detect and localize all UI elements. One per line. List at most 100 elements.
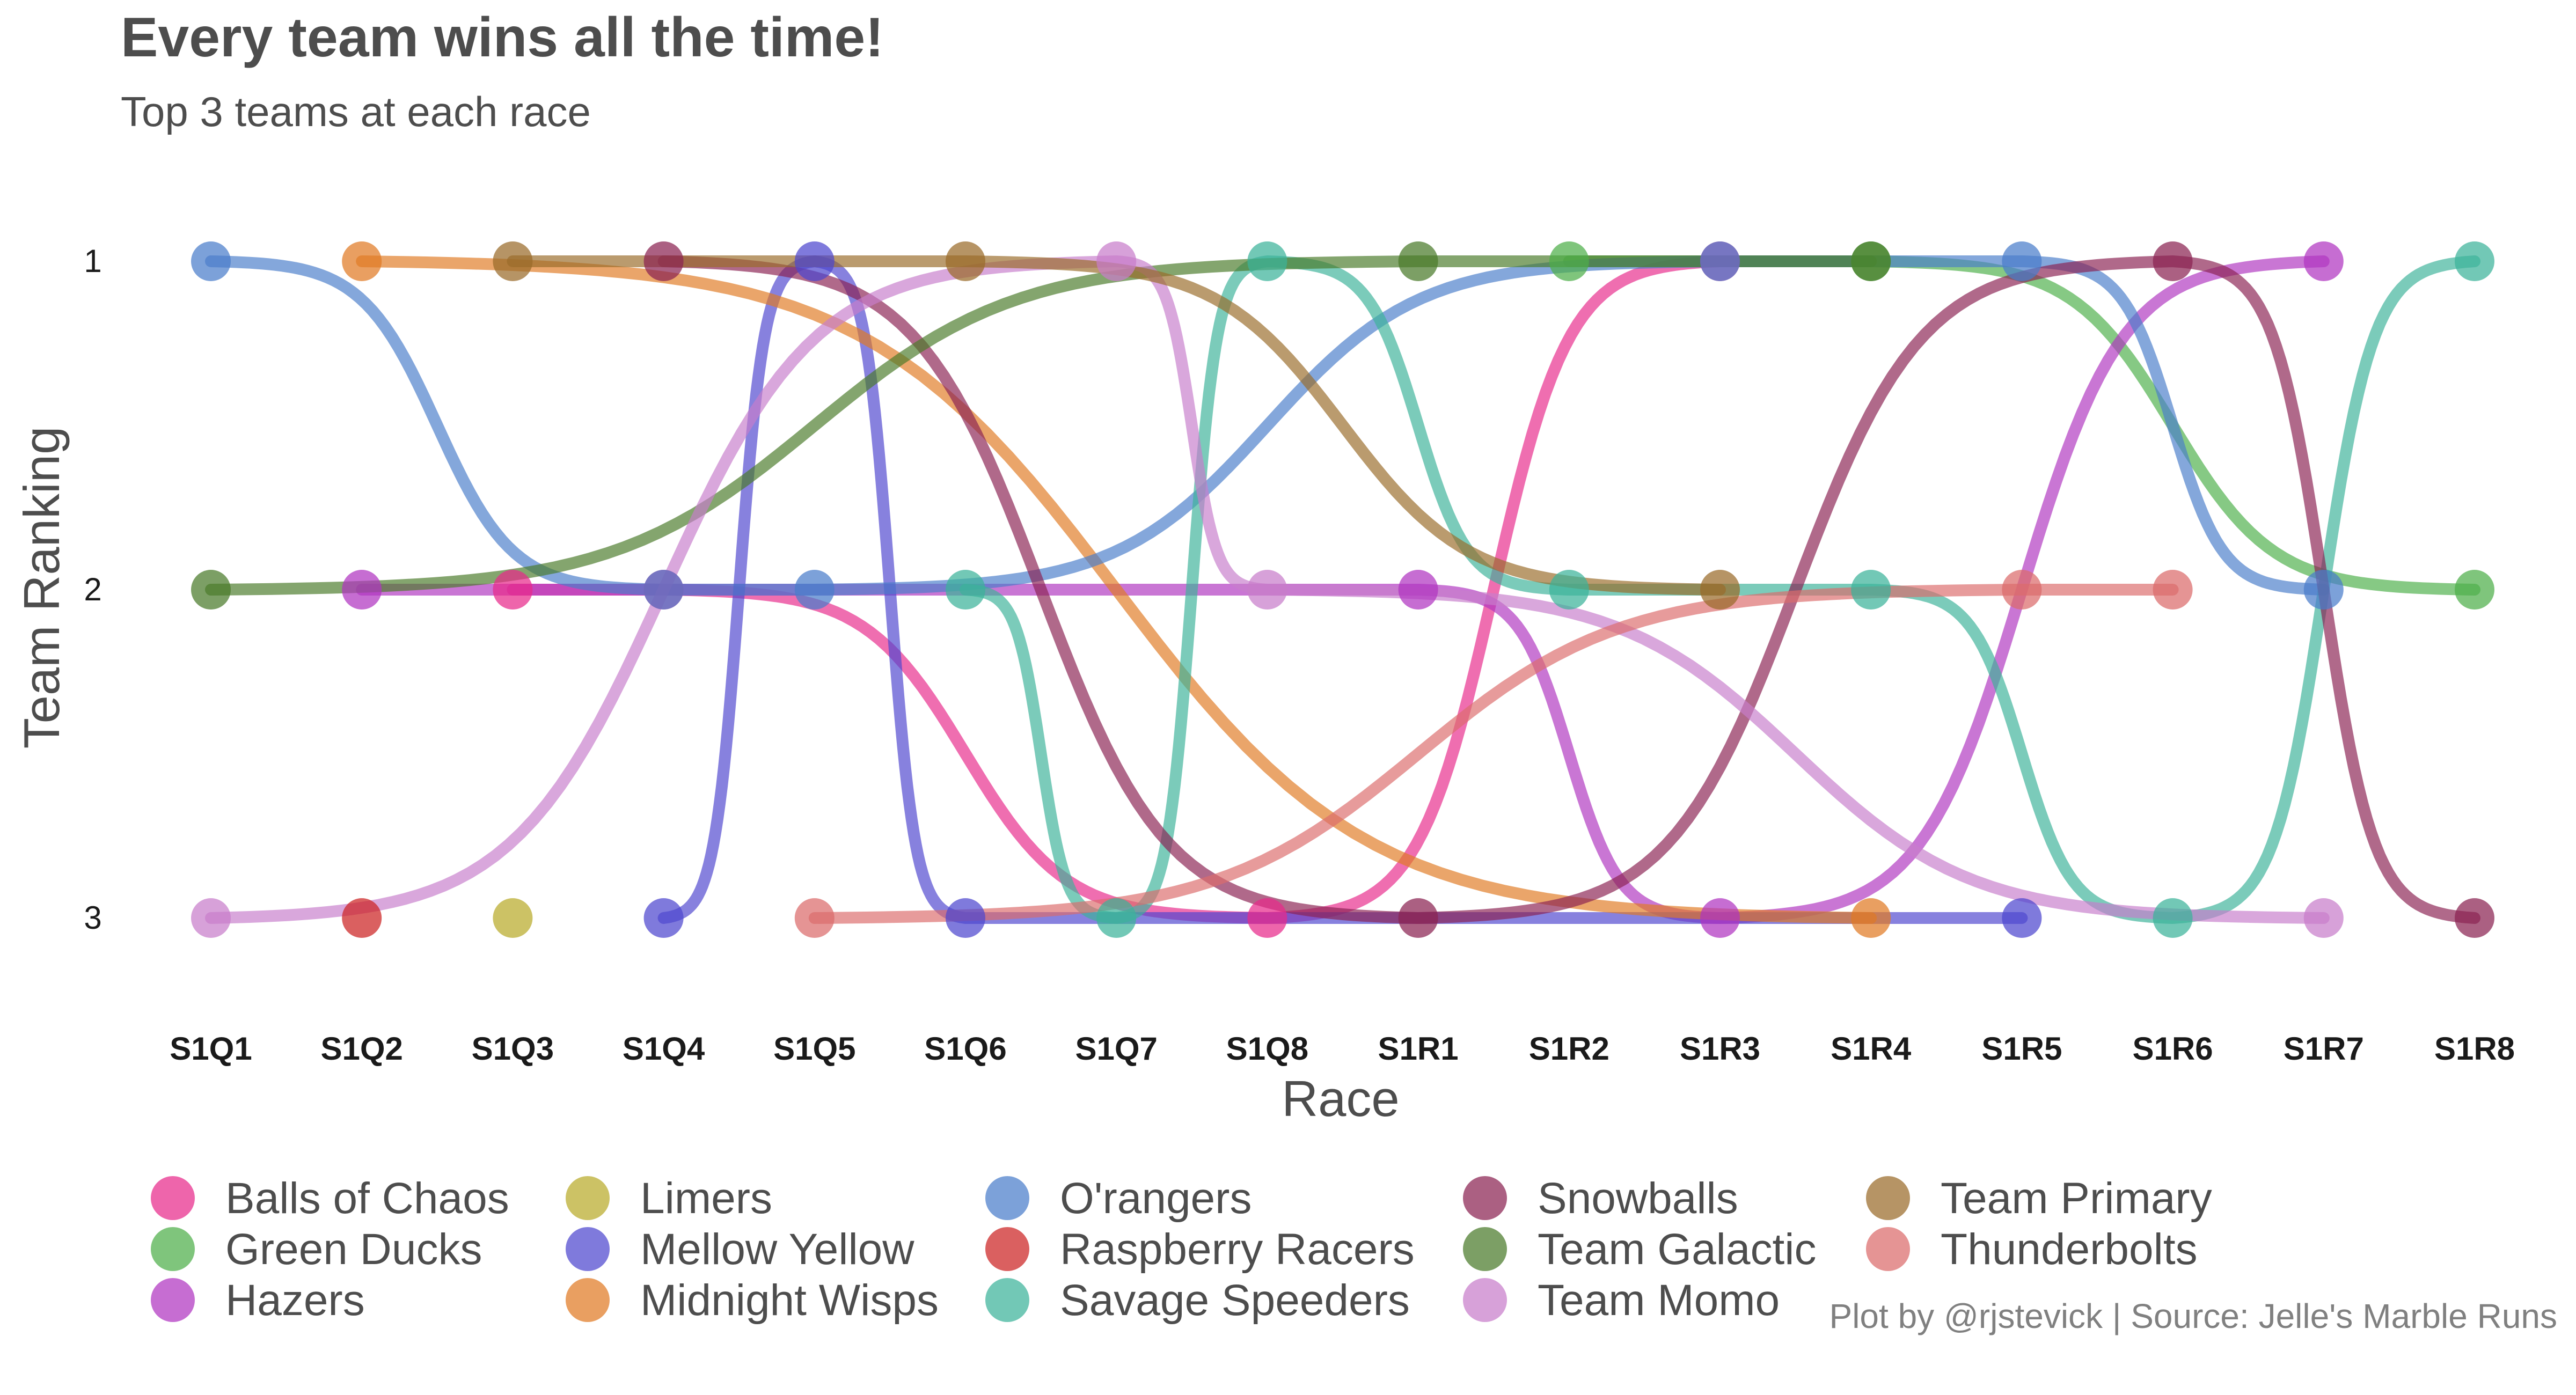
- legend-key: [1866, 1227, 1910, 1271]
- x-axis-ticks: S1Q1 S1Q2 S1Q3 S1Q4 S1Q5 S1Q6 S1Q7 S1Q8 S1R1 S1R2…: [170, 1031, 2515, 1067]
- legend-item-hazers: Hazers: [151, 1276, 365, 1325]
- data-point-team-momo-s1q7: [1096, 241, 1137, 281]
- legend-key: [1463, 1278, 1507, 1322]
- legend-key: [566, 1227, 610, 1271]
- legend-label: Limers: [640, 1174, 772, 1223]
- x-tick-label: S1R5: [1981, 1031, 2062, 1067]
- x-tick-label: S1R1: [1378, 1031, 1459, 1067]
- legend-key: [985, 1227, 1029, 1271]
- data-point-thunderbolts-s1r6: [2153, 570, 2193, 610]
- x-tick-label: S1Q8: [1226, 1031, 1308, 1067]
- legend-item-limers: Limers: [566, 1174, 772, 1223]
- data-point-o-rangers-s1r5: [2002, 241, 2042, 281]
- data-point-mellow-yellow-s1q5: [794, 241, 835, 281]
- legend-label: Team Momo: [1538, 1276, 1780, 1325]
- x-tick-label: S1Q4: [623, 1031, 705, 1067]
- data-point-raspberry-racers-s1q2: [342, 898, 382, 938]
- legend-key: [1463, 1227, 1507, 1271]
- data-point-savage-speeders-s1r2: [1549, 570, 1589, 610]
- chart-title: Every team wins all the time!: [121, 6, 884, 69]
- data-point-o-rangers-s1r7: [2303, 570, 2344, 610]
- x-tick-label: S1R8: [2434, 1031, 2515, 1067]
- legend-item-raspberry-racers: Raspberry Racers: [985, 1225, 1415, 1274]
- legend-label: Savage Speeders: [1060, 1276, 1410, 1325]
- x-axis-title: Race: [1282, 1070, 1399, 1127]
- data-point-hazers-s1r1: [1398, 570, 1438, 610]
- x-tick-label: S1Q2: [320, 1031, 402, 1067]
- legend-key: [1866, 1176, 1910, 1220]
- legend-label: Balls of Chaos: [225, 1174, 509, 1223]
- legend-label: Team Primary: [1941, 1174, 2212, 1223]
- series-lines: [205, 255, 2480, 924]
- legend-key: [151, 1278, 195, 1322]
- legend-item-team-momo: Team Momo: [1463, 1276, 1780, 1325]
- x-tick-label: S1R2: [1529, 1031, 1609, 1067]
- legend-item-snowballs: Snowballs: [1463, 1174, 1738, 1223]
- legend-item-balls-of-chaos: Balls of Chaos: [151, 1174, 509, 1223]
- data-point-team-primary-s1q6: [946, 241, 985, 281]
- series-line-green-ducks: [1563, 255, 2480, 596]
- data-point-midnight-wisps-s1q2: [342, 241, 382, 281]
- data-point-midnight-wisps-s1r4: [1851, 898, 1891, 938]
- data-point-mellow-yellow-s1q6: [946, 898, 985, 938]
- data-point-savage-speeders-s1r4: [1851, 570, 1891, 610]
- x-tick-label: S1R6: [2133, 1031, 2213, 1067]
- legend-key: [566, 1176, 610, 1220]
- legend-item-o-rangers: O'rangers: [985, 1174, 1252, 1223]
- legend-item-mellow-yellow: Mellow Yellow: [566, 1225, 914, 1274]
- data-point-savage-speeders-s1r6: [2153, 898, 2193, 938]
- data-point-hazers-s1r3: [1700, 898, 1740, 938]
- data-point-green-ducks-s1r8: [2455, 570, 2494, 610]
- legend-label: Green Ducks: [225, 1225, 482, 1274]
- series-line-o-rangers: [205, 255, 2330, 596]
- data-point-savage-speeders-s1q8: [1247, 241, 1287, 281]
- data-point-team-momo-s1r7: [2303, 898, 2344, 938]
- data-point-team-momo-s1q8: [1247, 570, 1287, 610]
- data-point-hazers-s1q2: [342, 570, 382, 610]
- legend-key: [151, 1227, 195, 1271]
- legend-label: Raspberry Racers: [1060, 1225, 1415, 1274]
- legend-label: Mellow Yellow: [640, 1225, 914, 1274]
- x-tick-label: S1Q5: [773, 1031, 855, 1067]
- legend-key: [985, 1278, 1029, 1322]
- data-point-green-ducks-s1r2: [1549, 241, 1589, 281]
- x-tick-label: S1R3: [1680, 1031, 1760, 1067]
- data-point-snowballs-s1r1: [1398, 898, 1438, 938]
- chart-caption: Plot by @rjstevick | Source: Jelle's Mar…: [1829, 1297, 2558, 1335]
- data-point-team-galactic-s1r1: [1398, 241, 1438, 281]
- x-tick-label: S1R7: [2284, 1031, 2364, 1067]
- x-tick-label: S1R4: [1831, 1031, 1912, 1067]
- x-tick-label: S1Q1: [170, 1031, 252, 1067]
- legend-key: [566, 1278, 610, 1322]
- y-axis-ticks: 1 2 3: [84, 243, 101, 936]
- x-tick-label: S1Q3: [472, 1031, 554, 1067]
- data-point-savage-speeders-s1r8: [2455, 241, 2494, 281]
- data-point-team-galactic-s1r4: [1851, 241, 1891, 281]
- series-points: [191, 241, 2494, 938]
- legend-item-savage-speeders: Savage Speeders: [985, 1276, 1410, 1325]
- data-point-team-galactic-s1q1: [191, 570, 231, 610]
- data-point-balls-of-chaos-s1q3: [493, 570, 533, 610]
- data-point-snowballs-s1r6: [2153, 241, 2193, 281]
- data-point-mellow-yellow-s1r5: [2002, 898, 2042, 938]
- chart-subtitle: Top 3 teams at each race: [121, 88, 591, 135]
- legend-label: Team Galactic: [1538, 1225, 1817, 1274]
- data-point-hazers-s1r7: [2303, 241, 2344, 281]
- legend-label: O'rangers: [1060, 1174, 1252, 1223]
- legend-item-green-ducks: Green Ducks: [151, 1225, 482, 1274]
- legend-label: Thunderbolts: [1941, 1225, 2198, 1274]
- legend-key: [985, 1176, 1029, 1220]
- x-tick-label: S1Q7: [1075, 1031, 1157, 1067]
- data-point-savage-speeders-s1q7: [1096, 898, 1137, 938]
- y-tick-label: 1: [84, 243, 101, 279]
- y-axis-title: Team Ranking: [13, 427, 70, 749]
- series-line-team-galactic: [205, 255, 1877, 596]
- data-point-o-rangers-s1q5: [794, 570, 835, 610]
- legend-item-team-galactic: Team Galactic: [1463, 1225, 1817, 1274]
- data-point-limers-s1q3: [493, 898, 533, 938]
- legend-label: Hazers: [225, 1276, 365, 1325]
- data-point-thunderbolts-s1r5: [2002, 570, 2042, 610]
- legend-label: Snowballs: [1538, 1174, 1738, 1223]
